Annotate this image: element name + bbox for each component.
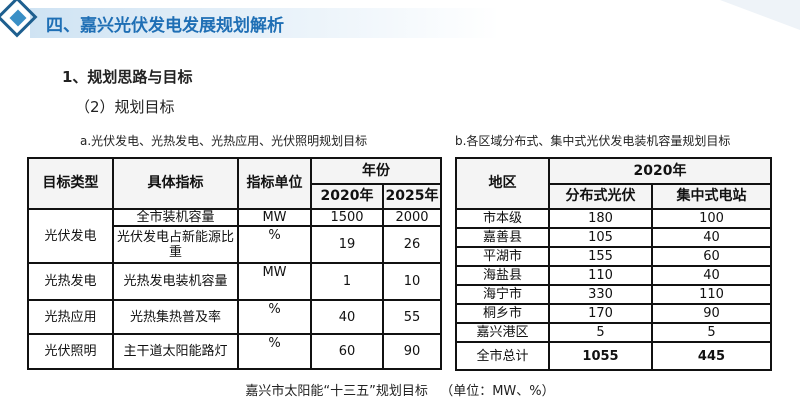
cell: % [237,333,312,370]
targets-table: 目标类型 具体指标 指标单位 年份 2020年 2025年 光伏发电 全市装机容… [27,157,442,370]
header-cell: 目标类型 [27,157,114,210]
capacity-table: 地区 2020年 分布式光伏 集中式电站 市本级 180 100 嘉善县 105 40 平湖… [455,157,772,371]
cell: 170 [548,303,653,324]
header-cell: 2025年 [382,183,442,210]
cell: 市本级 [455,208,550,229]
cell: 全市装机容量 [112,208,239,227]
cell: 100 [651,208,772,229]
cell: 90 [382,333,442,370]
cell: 光伏照明 [27,333,114,370]
footer-caption: 嘉兴市太阳能“十三五”规划目标 （单位：MW、%） [245,384,555,399]
cell: 桐乡市 [455,303,550,324]
cell: 110 [651,284,772,305]
table-caption: a.光伏发电、光热发电、光热应用、光伏照明规划目标 [80,134,368,148]
slide-title: 四、嘉兴光伏发电发展规划解析 [46,16,284,36]
header-cell: 2020年 [548,157,772,185]
cell: 光热集热普及率 [112,299,239,335]
cell: 海盐县 [455,265,550,286]
header-cell: 2020年 [310,183,384,210]
cell: 19 [310,225,384,264]
cell: 330 [548,284,653,305]
cell: 全市总计 [455,341,550,371]
cell: 光伏发电占新能源比重 [112,225,239,264]
header-cell: 分布式光伏 [548,183,653,210]
cell: 平湖市 [455,246,550,267]
cell: % [237,225,312,264]
cell: 嘉兴港区 [455,322,550,343]
cell: 60 [310,333,384,370]
header-cell: 集中式电站 [651,183,772,210]
section-subheading: （2）规划目标 [75,98,175,116]
cell: 55 [382,299,442,335]
cell: 1 [310,262,384,301]
cell: MW [237,208,312,227]
cell: 海宁市 [455,284,550,305]
header-cell: 指标单位 [237,157,312,210]
header-cell: 具体指标 [112,157,239,210]
cell: 60 [651,246,772,267]
cell: 105 [548,227,653,248]
cell: 10 [382,262,442,301]
cell: 2000 [382,208,442,227]
section-heading: 1、规划思路与目标 [62,68,193,86]
cell: 40 [651,265,772,286]
cell: 5 [548,322,653,343]
cell: 110 [548,265,653,286]
cell: 40 [651,227,772,248]
header-cell: 地区 [455,157,550,210]
header-decoration [0,0,800,38]
header-cell: 年份 [310,157,442,185]
cell: 光热发电 [27,262,114,301]
cell: MW [237,262,312,301]
cell: 光热发电装机容量 [112,262,239,301]
cell: 光热应用 [27,299,114,335]
table-caption: b.各区域分布式、集中式光伏发电装机容量规划目标 [455,134,731,148]
cell: 1500 [310,208,384,227]
cell: 90 [651,303,772,324]
cell: 26 [382,225,442,264]
cell: 1055 [548,341,653,371]
cell: 主干道太阳能路灯 [112,333,239,370]
cell: 40 [310,299,384,335]
cell: 155 [548,246,653,267]
cell: 嘉善县 [455,227,550,248]
cell: 180 [548,208,653,229]
cell: 光伏发电 [27,208,114,264]
cell: 445 [651,341,772,371]
cell: 5 [651,322,772,343]
cell: % [237,299,312,335]
